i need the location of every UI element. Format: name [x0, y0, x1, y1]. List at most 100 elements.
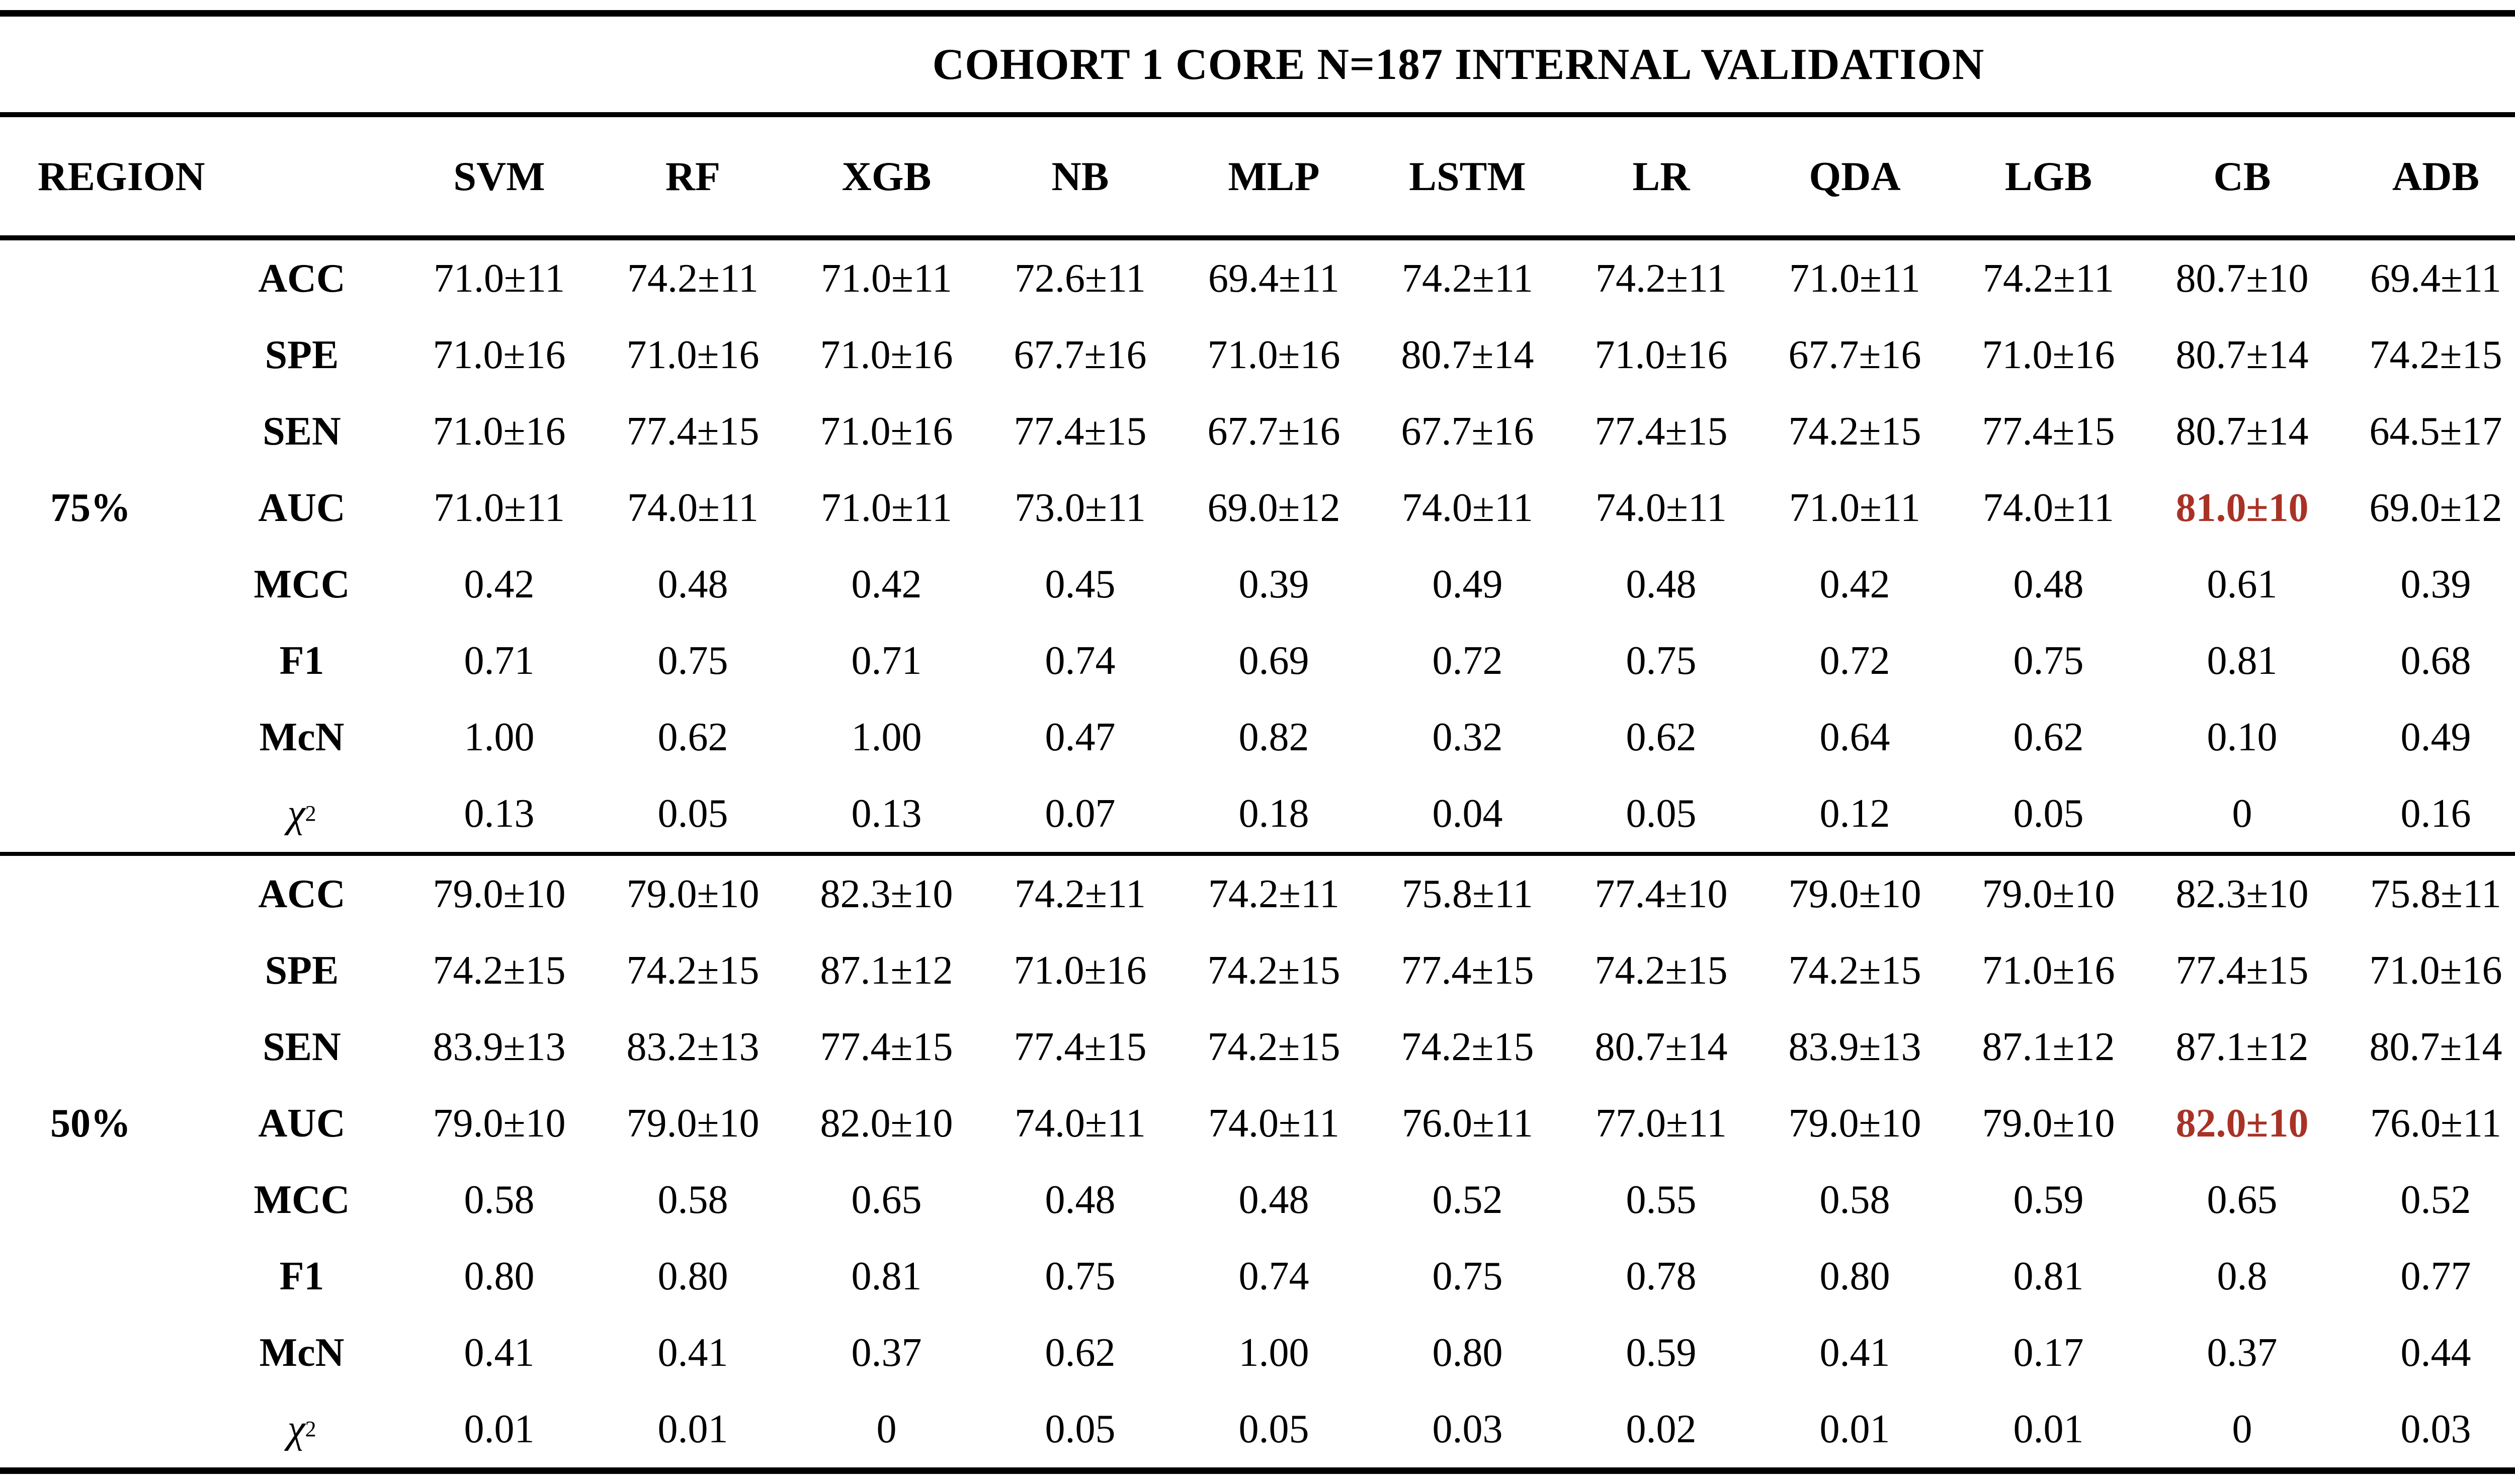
- cell-value: 77.0±11: [1596, 1101, 1727, 1146]
- region-label: 75%: [50, 485, 131, 530]
- cell-value: 74.2±11: [1015, 871, 1146, 916]
- cell-value: 0.55: [1626, 1177, 1697, 1222]
- cell-value: 0.42: [1819, 562, 1890, 606]
- region-group-50: 50%8ACC79.0±1079.0±1082.3±1074.2±1174.2±…: [0, 856, 2515, 1467]
- column-header-svm: SVM: [453, 153, 545, 199]
- cell-value: 0.65: [851, 1177, 922, 1222]
- cell-value: 0.05: [657, 791, 728, 836]
- cell-value: 67.7±16: [1014, 332, 1147, 377]
- column-header-qda: QDA: [1809, 153, 1901, 199]
- cell-value: 0.62: [1626, 715, 1697, 759]
- cell-value: 0.37: [851, 1330, 922, 1375]
- cell-value: 82.0±10: [820, 1101, 953, 1146]
- cell-value: 77.4±15: [1982, 409, 2115, 454]
- column-header-mlp: MLP: [1228, 153, 1320, 199]
- cell-value: 74.2±15: [626, 948, 760, 993]
- metric-label-f1: F1: [279, 1254, 324, 1298]
- cell-value: 71.0±16: [820, 332, 953, 377]
- cell-value: 71.0±11: [1789, 485, 1920, 530]
- metric-label-mcn: McN: [259, 1330, 345, 1375]
- metric-label-spe: SPE: [265, 948, 339, 993]
- column-header-cb: CB: [2213, 153, 2271, 199]
- cell-value: 71.0±11: [821, 256, 952, 301]
- cell-value: 83.9±13: [1788, 1024, 1921, 1069]
- cell-value: 0.8: [2217, 1254, 2268, 1298]
- cell-value: 0.72: [1819, 638, 1890, 683]
- cell-value: 71.0±11: [1789, 256, 1920, 301]
- cell-value: 0.62: [2013, 715, 2084, 759]
- cell-value: 0.62: [657, 715, 728, 759]
- cell-value: 0.03: [2400, 1407, 2471, 1451]
- cell-value: 0.80: [1432, 1330, 1503, 1375]
- cell-value: 77.4±15: [1014, 1024, 1147, 1069]
- cell-value: 79.0±10: [626, 1101, 760, 1146]
- column-header-lr: LR: [1632, 153, 1690, 199]
- cell-value: 82.3±10: [820, 871, 953, 916]
- cell-value: 0.48: [1238, 1177, 1309, 1222]
- cell-value: 83.2±13: [626, 1024, 760, 1069]
- cell-value: 0.41: [1819, 1330, 1890, 1375]
- cell-value: 77.4±15: [1401, 948, 1534, 993]
- group-divider-rule: [0, 852, 2515, 856]
- cell-value: 0.01: [2013, 1407, 2084, 1451]
- metric-label-sen: SEN: [263, 409, 341, 454]
- cell-value: 0.61: [2207, 562, 2278, 606]
- cell-value: 1.00: [851, 715, 922, 759]
- cell-value: 0.71: [464, 638, 535, 683]
- cell-value: 0.58: [1819, 1177, 1890, 1222]
- cell-value: 0.05: [1045, 1407, 1116, 1451]
- column-header-row: REGIONSVMRFXGBNBMLPLSTMLRQDALGBCBADBAVGF…: [0, 117, 2515, 235]
- table-title-row: COHORT 1 CORE N=187 INTERNAL VALIDATION: [0, 17, 2515, 112]
- cell-value: 69.0±12: [2369, 485, 2502, 530]
- cell-value: 74.0±11: [1596, 485, 1727, 530]
- cell-value: 71.0±16: [1207, 332, 1340, 377]
- cell-value: 72.6±11: [1015, 256, 1146, 301]
- cell-value: 74.2±15: [1788, 409, 1921, 454]
- cell-value: 74.2±11: [1402, 256, 1533, 301]
- cell-value: 80.7±14: [1595, 1024, 1728, 1069]
- cell-value: 71.0±11: [434, 256, 565, 301]
- cell-value: 80.7±14: [2175, 332, 2309, 377]
- cell-value: 80.7±10: [2175, 256, 2309, 301]
- metric-label-mcc: MCC: [254, 562, 350, 606]
- cell-value: 79.0±10: [433, 1101, 566, 1146]
- cell-value: 75.8±11: [1402, 871, 1533, 916]
- table-body: 75%7ACC71.0±1174.2±1171.0±1172.6±1169.4±…: [0, 240, 2515, 1467]
- cell-value: 67.7±16: [1788, 332, 1921, 377]
- cell-value: 83.9±13: [433, 1024, 566, 1069]
- cell-value: 0.44: [2400, 1330, 2471, 1375]
- cell-value: 0.58: [464, 1177, 535, 1222]
- cell-value-highlighted: 81.0±10: [2175, 485, 2309, 530]
- cell-value: 0.59: [2013, 1177, 2084, 1222]
- region-group-75: 75%7ACC71.0±1174.2±1171.0±1172.6±1169.4±…: [0, 240, 2515, 852]
- cell-value: 82.3±10: [2175, 871, 2309, 916]
- cell-value: 74.2±15: [1207, 1024, 1340, 1069]
- cell-value: 74.2±15: [1595, 948, 1728, 993]
- cell-value: 0.12: [1819, 791, 1890, 836]
- column-header-nb: NB: [1051, 153, 1109, 199]
- cell-value: 0.52: [1432, 1177, 1503, 1222]
- metric-label-spe: SPE: [265, 332, 339, 377]
- cell-value: 71.0±11: [434, 485, 565, 530]
- cell-value: 74.2±15: [1401, 1024, 1534, 1069]
- cell-value: 0.17: [2013, 1330, 2084, 1375]
- cell-value: 74.2±15: [433, 948, 566, 993]
- cell-value: 0.16: [2400, 791, 2471, 836]
- cell-value: 0.05: [2013, 791, 2084, 836]
- cell-value: 0.64: [1819, 715, 1890, 759]
- cell-value: 74.2±11: [627, 256, 759, 301]
- cell-value: 74.0±11: [1402, 485, 1533, 530]
- cell-value: 0.72: [1432, 638, 1503, 683]
- cell-value: 0.82: [1238, 715, 1309, 759]
- region-label: 50%: [50, 1101, 131, 1146]
- cell-value: 0.68: [2400, 638, 2471, 683]
- cell-value: 87.1±12: [1982, 1024, 2115, 1069]
- cell-value: 0.10: [2207, 715, 2278, 759]
- cell-value: 0.71: [851, 638, 922, 683]
- cell-value: 79.0±10: [1982, 871, 2115, 916]
- cell-value: 0.49: [2400, 715, 2471, 759]
- metric-label-acc: ACC: [258, 256, 346, 301]
- cell-value: 76.0±11: [1402, 1101, 1533, 1146]
